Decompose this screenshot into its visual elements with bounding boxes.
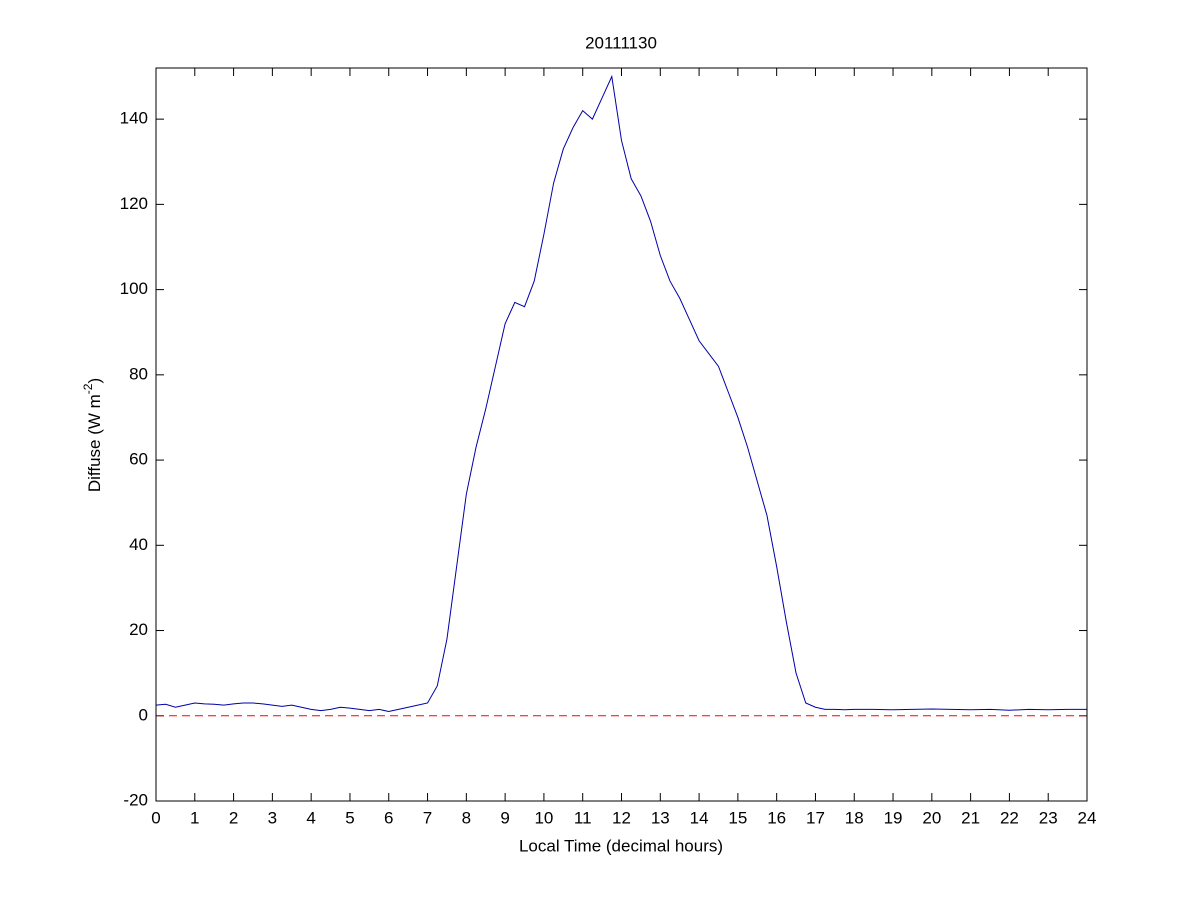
x-tick-label: 2 bbox=[229, 808, 238, 827]
plot-frame bbox=[155, 67, 1088, 802]
x-tick-label: 8 bbox=[462, 808, 471, 827]
x-tick-label: 0 bbox=[151, 808, 160, 827]
y-label-main: Diffuse (W m bbox=[85, 394, 104, 492]
y-label-suffix: ) bbox=[85, 378, 104, 384]
x-tick-label: 20 bbox=[922, 808, 941, 827]
x-tick-label: 4 bbox=[306, 808, 315, 827]
x-tick-label: 17 bbox=[806, 808, 825, 827]
x-tick-label: 3 bbox=[268, 808, 277, 827]
x-axis-label: Local Time (decimal hours) bbox=[519, 836, 723, 855]
x-tick-label: 1 bbox=[190, 808, 199, 827]
x-tick-label: 16 bbox=[767, 808, 786, 827]
x-tick-label: 24 bbox=[1078, 808, 1097, 827]
x-tick-label: 23 bbox=[1039, 808, 1058, 827]
x-tick-label: 9 bbox=[500, 808, 509, 827]
y-tick-label: 80 bbox=[129, 364, 148, 383]
x-tick-label: 15 bbox=[728, 808, 747, 827]
y-tick-label: 100 bbox=[120, 279, 148, 298]
x-tick-label: 14 bbox=[690, 808, 709, 827]
x-tick-label: 19 bbox=[884, 808, 903, 827]
y-axis-label: Diffuse (W m-2) bbox=[81, 378, 104, 492]
x-tick-label: 12 bbox=[612, 808, 631, 827]
y-tick-label: 140 bbox=[120, 109, 148, 128]
x-tick-label: 5 bbox=[345, 808, 354, 827]
x-tick-label: 22 bbox=[1000, 808, 1019, 827]
y-tick-label: 20 bbox=[129, 620, 148, 639]
y-tick-label: 60 bbox=[129, 450, 148, 469]
x-tick-label: 7 bbox=[423, 808, 432, 827]
y-label-superscript: -2 bbox=[81, 383, 95, 394]
x-tick-label: 21 bbox=[961, 808, 980, 827]
y-tick-label: -20 bbox=[123, 790, 148, 809]
y-tick-label: 120 bbox=[120, 194, 148, 213]
x-tick-label: 11 bbox=[574, 808, 592, 827]
chart-title: 20111130 bbox=[585, 33, 657, 52]
y-tick-label: 0 bbox=[139, 705, 148, 724]
x-tick-label: 10 bbox=[534, 808, 553, 827]
x-tick-label: 13 bbox=[651, 808, 670, 827]
data-line bbox=[155, 74, 1087, 713]
x-tick-label: 18 bbox=[845, 808, 864, 827]
x-tick-label: 6 bbox=[384, 808, 393, 827]
y-tick-label: 40 bbox=[129, 535, 148, 554]
